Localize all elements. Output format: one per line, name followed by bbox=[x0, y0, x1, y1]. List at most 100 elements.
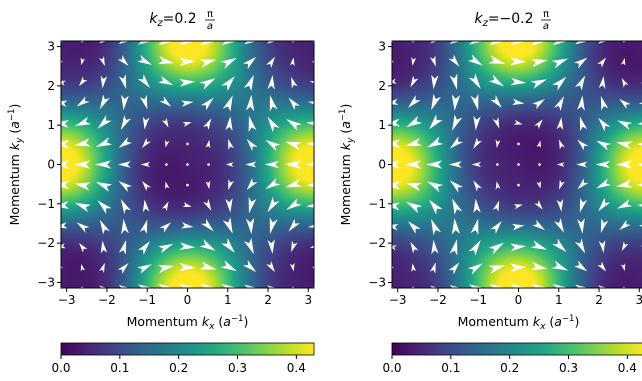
arrow-mark bbox=[285, 141, 302, 151]
arrow-mark bbox=[286, 198, 302, 210]
y-tick-label: 2 bbox=[378, 79, 386, 93]
arrow-mark bbox=[428, 114, 443, 130]
arrow-mark bbox=[117, 161, 131, 168]
arrow-mark bbox=[267, 196, 280, 213]
arrow-mark bbox=[620, 58, 626, 66]
arrow-mark bbox=[159, 96, 172, 107]
arrow-mark bbox=[117, 263, 129, 275]
arrow-mark bbox=[596, 178, 612, 189]
arrow-mark bbox=[448, 161, 462, 168]
arrow-mark bbox=[222, 95, 233, 112]
arrow-mark bbox=[200, 218, 214, 232]
arrow-mark bbox=[267, 239, 275, 254]
arrow-mark bbox=[181, 100, 194, 107]
arrow-mark bbox=[243, 74, 254, 92]
arrow-mark bbox=[558, 179, 565, 190]
arrow-mark bbox=[139, 94, 148, 110]
arrow-mark bbox=[74, 116, 91, 127]
arrow-mark bbox=[451, 94, 461, 111]
arrow-mark bbox=[199, 59, 217, 68]
arrow-mark bbox=[429, 262, 436, 274]
arrow-mark bbox=[406, 201, 423, 214]
arrow-mark bbox=[510, 243, 527, 252]
arrow-mark bbox=[267, 75, 275, 90]
arrow-mark bbox=[246, 138, 258, 152]
arrow-mark bbox=[74, 202, 91, 213]
arrow-mark bbox=[468, 73, 481, 89]
arrow-mark bbox=[99, 219, 110, 235]
arrow-mark bbox=[220, 260, 237, 272]
arrow-mark bbox=[78, 76, 88, 87]
arrow-mark bbox=[286, 119, 302, 131]
colorbar-tick-label: 0.2 bbox=[500, 361, 519, 375]
colorbar-tick-label: 0.4 bbox=[618, 361, 637, 375]
arrow-mark bbox=[556, 199, 564, 212]
title-fraction-denominator: a bbox=[207, 21, 213, 32]
arrow-mark bbox=[552, 238, 567, 253]
arrow-mark bbox=[288, 218, 300, 232]
arrow-mark bbox=[621, 77, 629, 88]
arrow-mark bbox=[165, 163, 168, 166]
arrow-mark bbox=[179, 262, 196, 272]
arrow-mark bbox=[530, 79, 547, 89]
arrow-mark bbox=[471, 161, 482, 168]
arrow-mark bbox=[510, 77, 527, 86]
arrow-mark bbox=[637, 142, 642, 146]
arrow-mark bbox=[118, 74, 127, 89]
colorbar-tick-label: 0.2 bbox=[169, 361, 188, 375]
arrow-mark bbox=[225, 116, 233, 131]
arrow-mark bbox=[179, 78, 196, 87]
arrow-mark bbox=[199, 261, 217, 270]
x-tick-label: 0 bbox=[184, 293, 192, 307]
arrow-mark bbox=[510, 57, 527, 66]
arrow-mark bbox=[530, 261, 548, 271]
arrow-mark bbox=[203, 199, 212, 211]
arrow-mark bbox=[451, 218, 461, 235]
x-tick-label: 3 bbox=[635, 293, 642, 307]
arrow-mark bbox=[228, 179, 235, 191]
arrow-mark bbox=[513, 204, 523, 210]
arrow-mark bbox=[80, 263, 86, 272]
arrow-mark bbox=[186, 163, 189, 166]
arrow-mark bbox=[496, 163, 499, 166]
arrow-mark bbox=[512, 223, 525, 231]
arrow-mark bbox=[137, 54, 152, 65]
arrow-mark bbox=[411, 263, 417, 272]
arrow-mark bbox=[284, 160, 301, 169]
arrow-mark bbox=[452, 114, 463, 131]
arrow-mark bbox=[139, 219, 148, 235]
arrow-mark bbox=[538, 163, 541, 166]
arrow-mark bbox=[536, 181, 541, 189]
arrow-mark bbox=[620, 263, 626, 271]
arrow-mark bbox=[200, 97, 214, 111]
arrow-mark bbox=[517, 163, 520, 166]
colorbar-tick-label: 0.0 bbox=[382, 361, 401, 375]
arrow-mark bbox=[179, 242, 196, 251]
arrow-mark bbox=[488, 55, 506, 64]
arrow-mark bbox=[100, 240, 108, 254]
y-tick-label: 2 bbox=[47, 79, 55, 93]
arrow-mark bbox=[473, 137, 483, 149]
arrow-mark bbox=[596, 140, 612, 151]
arrow-mark bbox=[488, 265, 506, 274]
arrow-mark bbox=[74, 160, 91, 169]
y-axis-label: Momentum ky (a−1) bbox=[338, 104, 356, 226]
arrow-mark bbox=[182, 121, 192, 127]
y-tick-label: 1 bbox=[378, 118, 386, 132]
arrow-mark bbox=[118, 137, 132, 148]
title-fraction-numerator: π bbox=[207, 9, 213, 20]
arrow-mark bbox=[142, 137, 151, 149]
arrow-mark bbox=[205, 139, 211, 149]
arrow-mark bbox=[470, 94, 479, 111]
arrow-mark bbox=[408, 221, 421, 234]
arrow-mark bbox=[137, 264, 152, 275]
arrow-mark bbox=[616, 141, 633, 150]
arrow-mark bbox=[97, 114, 112, 129]
arrow-mark bbox=[158, 243, 174, 254]
arrow-mark bbox=[120, 114, 132, 130]
arrow-mark bbox=[551, 58, 569, 69]
arrow-mark bbox=[431, 218, 442, 236]
arrow-mark bbox=[186, 183, 189, 187]
arrow-mark bbox=[74, 182, 91, 191]
y-tick-label: 0 bbox=[378, 158, 386, 172]
